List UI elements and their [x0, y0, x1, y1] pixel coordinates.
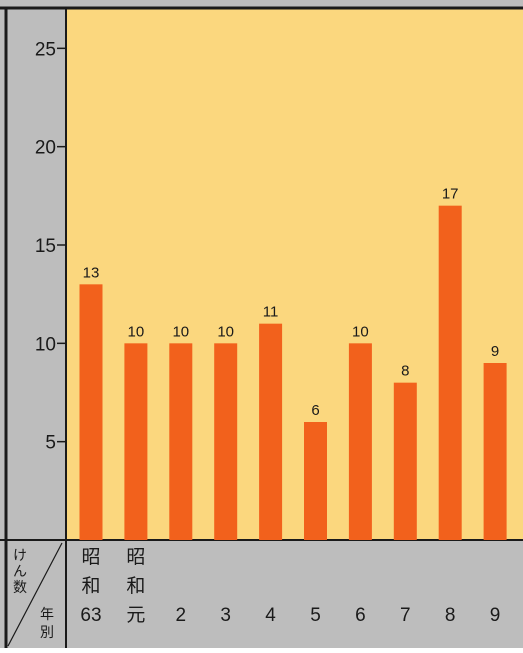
bar [79, 284, 103, 540]
x-tick-label: 3 [220, 605, 231, 626]
x-tick-label: 2 [176, 605, 187, 626]
bar-value-label: 10 [128, 323, 145, 340]
x-tick-label: 6 [355, 605, 366, 626]
y-tick-label: 15 [35, 236, 56, 257]
x-tick-label: 9 [490, 605, 501, 626]
bar-value-label: 8 [401, 363, 409, 380]
bar [393, 382, 417, 540]
x-tick-label: 8 [445, 605, 456, 626]
x-tick-label: 4 [265, 605, 276, 626]
x-tick-label: 5 [310, 605, 321, 626]
x-tick-label: 63 [80, 605, 101, 626]
bar-value-label: 10 [172, 323, 189, 340]
bar-value-label: 13 [83, 264, 100, 281]
y-tick-label: 10 [35, 334, 56, 355]
y-tick-label: 20 [35, 138, 56, 159]
x-axis-title-char: 年 [40, 606, 54, 622]
bar-value-label: 6 [311, 402, 319, 419]
bar [214, 343, 238, 540]
bar [169, 343, 193, 540]
bar [124, 343, 148, 540]
y-tick-label: 5 [45, 433, 56, 454]
bar-value-label: 9 [491, 343, 499, 360]
bar [483, 363, 507, 540]
bar [348, 343, 372, 540]
bar [438, 205, 462, 540]
y-axis-title-char: け [13, 547, 27, 563]
y-tick-label: 25 [35, 39, 56, 60]
bar-value-label: 10 [352, 323, 369, 340]
x-tick-label: 昭 [126, 547, 145, 568]
bar-value-label: 11 [263, 304, 279, 321]
y-axis-title-char: 数 [13, 579, 27, 595]
x-tick-label: 元 [126, 605, 145, 626]
corner-diagonal [7, 542, 63, 647]
x-tick-label: 昭 [81, 547, 100, 568]
y-axis-title-char: ん [13, 563, 27, 579]
x-tick-label: 和 [126, 575, 145, 597]
bar [304, 422, 327, 540]
x-tick-label: 7 [400, 605, 411, 626]
bar-value-label: 17 [442, 186, 459, 203]
bar-value-label: 10 [217, 323, 234, 340]
x-axis-title-char: 別 [40, 624, 54, 640]
bar [259, 323, 283, 540]
x-tick-label: 和 [81, 575, 100, 597]
